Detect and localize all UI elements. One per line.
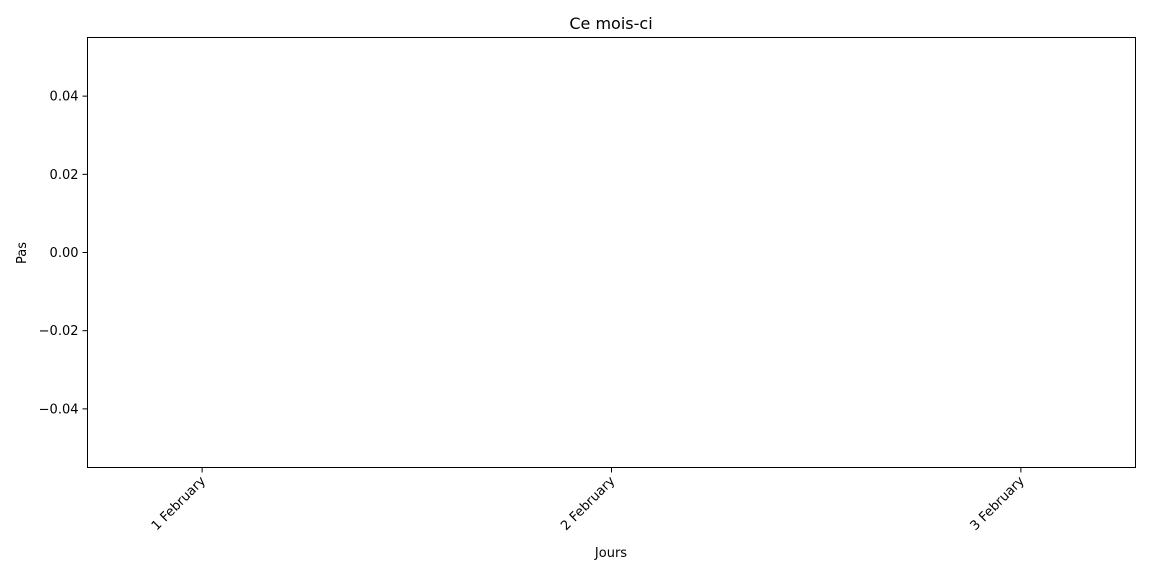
y-tick-label: −0.04 bbox=[39, 402, 79, 417]
y-tick-label: 0.02 bbox=[50, 168, 79, 183]
x-tick-label: 1 February bbox=[149, 474, 209, 534]
chart-title: Ce mois-ci bbox=[569, 14, 652, 33]
x-tick-label: 3 February bbox=[968, 474, 1028, 534]
y-axis-title: Pas bbox=[15, 242, 30, 264]
x-axis: 1 February 2 February 3 February bbox=[149, 467, 1028, 534]
y-tick-label: 0.00 bbox=[50, 246, 79, 261]
x-tick-label: 2 February bbox=[558, 474, 618, 534]
y-tick-label: −0.02 bbox=[39, 324, 79, 339]
x-axis-title: Jours bbox=[594, 546, 627, 561]
plot-area bbox=[87, 37, 1136, 468]
y-axis: −0.04 −0.02 0.00 0.02 0.04 bbox=[39, 90, 88, 417]
y-tick-label: 0.04 bbox=[50, 90, 79, 105]
